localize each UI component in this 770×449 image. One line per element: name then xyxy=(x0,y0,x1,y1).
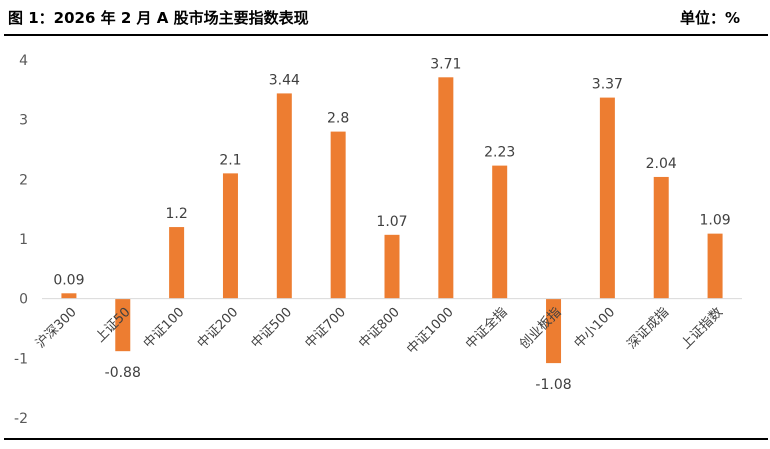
category-label: 中证700 xyxy=(302,305,349,352)
bar xyxy=(438,77,454,299)
bar xyxy=(276,93,292,299)
top-rule xyxy=(4,34,768,36)
data-label: 2.04 xyxy=(646,156,677,172)
bar xyxy=(492,165,508,299)
data-label: 2.8 xyxy=(327,111,349,127)
category-label: 中证100 xyxy=(141,305,188,352)
unit-label: 单位：% xyxy=(679,9,740,27)
y-tick-label: -1 xyxy=(14,351,28,367)
category-label: 中小100 xyxy=(572,305,619,352)
category-label: 深证成指 xyxy=(625,305,672,352)
bar xyxy=(330,131,346,299)
category-label: 沪深300 xyxy=(32,304,79,351)
y-tick-label: 0 xyxy=(19,292,28,308)
bar-chart: -2 -1 0 1 2 3 4 0.09 -0.88 1.2 2.1 3.44 2.8 1.07 3.71 2… xyxy=(14,53,742,427)
category-label: 中证200 xyxy=(195,305,242,352)
data-label: 1.07 xyxy=(376,214,407,230)
data-label: 1.2 xyxy=(165,206,187,222)
y-tick-label: 3 xyxy=(19,113,28,129)
bar xyxy=(653,176,669,299)
y-tick-label: 1 xyxy=(19,232,28,248)
data-label: 3.44 xyxy=(269,72,300,88)
y-tick-label: -2 xyxy=(14,411,28,427)
data-label: 2.1 xyxy=(219,152,241,168)
chart-title: 图 1：2026 年 2 月 A 股市场主要指数表现 xyxy=(8,9,309,27)
y-tick-label: 2 xyxy=(19,172,28,188)
bottom-rule xyxy=(4,438,768,440)
category-label: 中证800 xyxy=(356,305,403,352)
y-tick-label: 4 xyxy=(19,53,28,69)
data-label: 2.23 xyxy=(484,145,515,161)
data-label: -0.88 xyxy=(105,365,141,381)
bar xyxy=(222,173,238,299)
bar xyxy=(546,298,562,364)
category-label: 中证全指 xyxy=(462,304,510,352)
data-label: 3.71 xyxy=(430,56,461,72)
category-label: 中证1000 xyxy=(404,305,456,357)
bar xyxy=(61,293,77,299)
bar xyxy=(169,227,185,299)
bar xyxy=(115,298,131,352)
bar xyxy=(384,234,400,299)
category-label: 中证500 xyxy=(249,305,296,352)
bar xyxy=(599,97,615,299)
data-label: 3.37 xyxy=(592,77,623,93)
data-label: 0.09 xyxy=(53,272,84,288)
data-label: -1.08 xyxy=(535,377,571,393)
category-label: 上证指数 xyxy=(679,305,726,352)
data-label: 1.09 xyxy=(699,213,730,229)
chart-header: 图 1：2026 年 2 月 A 股市场主要指数表现 单位：% xyxy=(0,0,770,36)
bar xyxy=(707,233,723,299)
